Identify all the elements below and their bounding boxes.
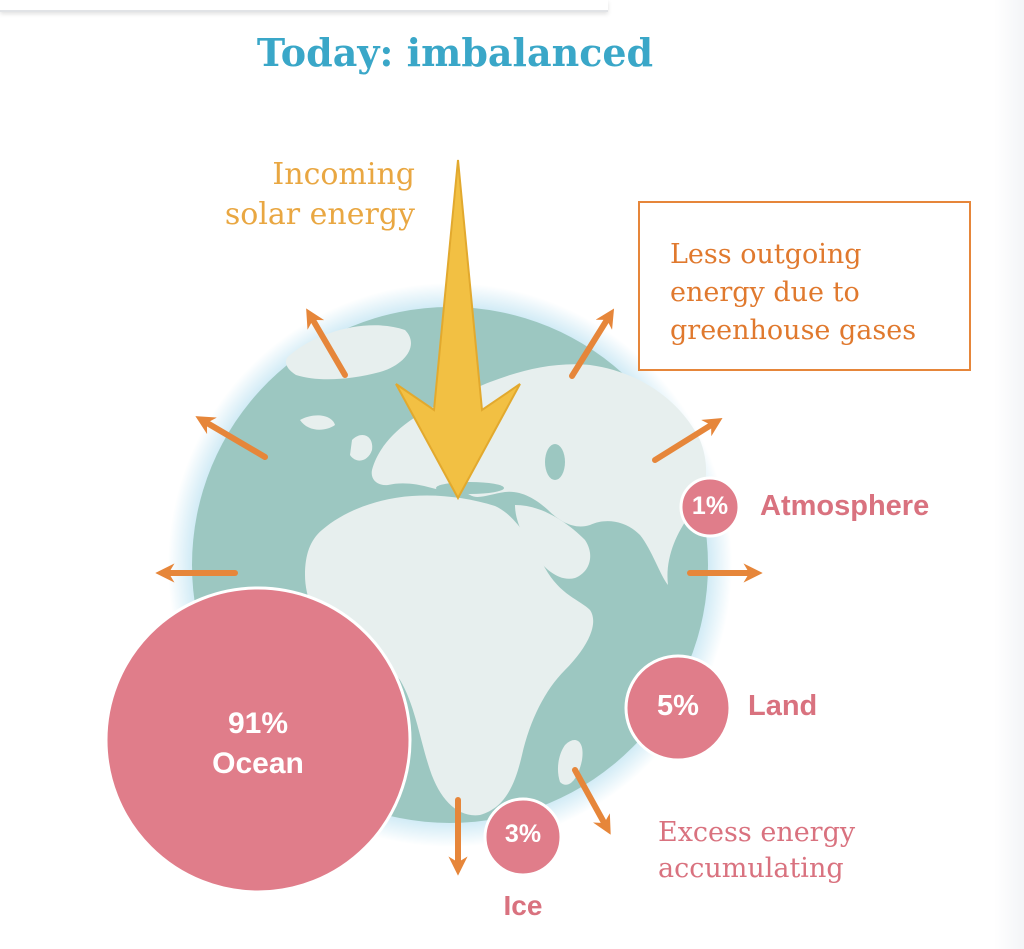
- incoming-line2: solar energy: [224, 197, 415, 232]
- outgoing-arrow: [306, 308, 348, 378]
- outgoing-label: Less outgoing energy due to greenhouse g…: [670, 236, 960, 350]
- atmosphere-circle: [679, 476, 741, 538]
- incoming-line1: Incoming: [272, 157, 415, 192]
- ocean-percent: 91%: [227, 707, 289, 740]
- ocean-circle-text: 91% Ocean: [158, 704, 358, 784]
- outgoing-arrow: [652, 417, 723, 463]
- outgoing-line1: Less outgoing: [670, 239, 862, 270]
- land-circle: [624, 654, 732, 762]
- atmosphere-percent: 1%: [691, 492, 729, 520]
- outgoing-line3: greenhouse gases: [670, 315, 917, 346]
- atmosphere-label: Atmosphere: [760, 490, 930, 522]
- land-percent: 5%: [657, 690, 699, 722]
- mediterranean-sea: [436, 482, 504, 494]
- page-title: Today: imbalanced: [256, 30, 654, 75]
- outgoing-line2: energy due to: [670, 277, 860, 308]
- incoming-label: Incoming solar energy: [190, 155, 415, 235]
- solar-arrow: [395, 159, 521, 501]
- ocean-label: Ocean: [212, 747, 304, 780]
- ocean-circle: [104, 586, 412, 894]
- ice-circle: [483, 797, 563, 877]
- outgoing-arrow: [572, 767, 611, 835]
- ice-percent: 3%: [504, 820, 542, 848]
- excess-line1: Excess energy: [658, 817, 856, 848]
- outgoing-arrow: [569, 308, 615, 379]
- excess-label: Excess energy accumulating: [658, 815, 898, 887]
- top-panel-edge: [0, 0, 608, 12]
- right-edge-shade: [994, 0, 1024, 949]
- outgoing-callout-box: [638, 201, 971, 371]
- outgoing-arrows: [155, 308, 763, 876]
- land-label: Land: [748, 690, 818, 722]
- caspian-sea: [545, 444, 565, 480]
- excess-line2: accumulating: [658, 853, 844, 884]
- outgoing-arrow: [195, 416, 268, 460]
- ice-label: Ice: [503, 890, 543, 921]
